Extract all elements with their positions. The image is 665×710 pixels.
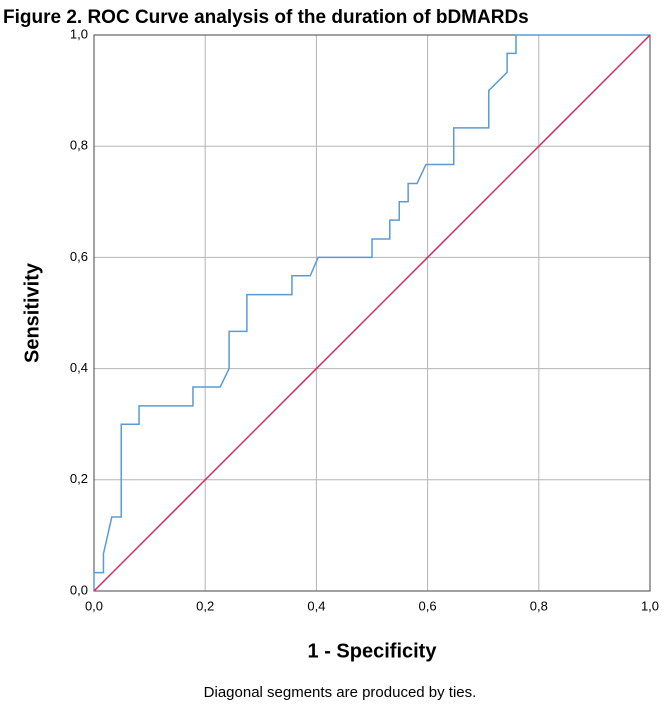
x-axis-label: 1 - Specificity — [308, 640, 438, 662]
y-axis-label: Sensitivity — [21, 262, 43, 363]
y-tick-label: 1,0 — [70, 26, 88, 41]
plot-frame — [93, 34, 651, 592]
line — [93, 34, 650, 591]
x-tick-label: 0,8 — [530, 598, 548, 613]
chart-title: Figure 2. ROC Curve analysis of the dura… — [3, 7, 529, 28]
x-tick-label: 0,4 — [307, 598, 325, 613]
x-tick-label: 1,0 — [641, 598, 659, 613]
y-tick-label: 0,2 — [70, 471, 88, 486]
y-tick-label: 0,0 — [70, 582, 88, 597]
x-tick-label: 0,0 — [85, 598, 103, 613]
y-tick-label: 0,4 — [70, 360, 88, 375]
x-tick-label: 0,2 — [196, 598, 214, 613]
footnote: Diagonal segments are produced by ties. — [204, 684, 477, 701]
y-tick-label: 0,6 — [70, 249, 88, 264]
y-tick-label: 0,8 — [70, 138, 88, 153]
x-tick-label: 0,6 — [419, 598, 437, 613]
line — [93, 34, 651, 592]
